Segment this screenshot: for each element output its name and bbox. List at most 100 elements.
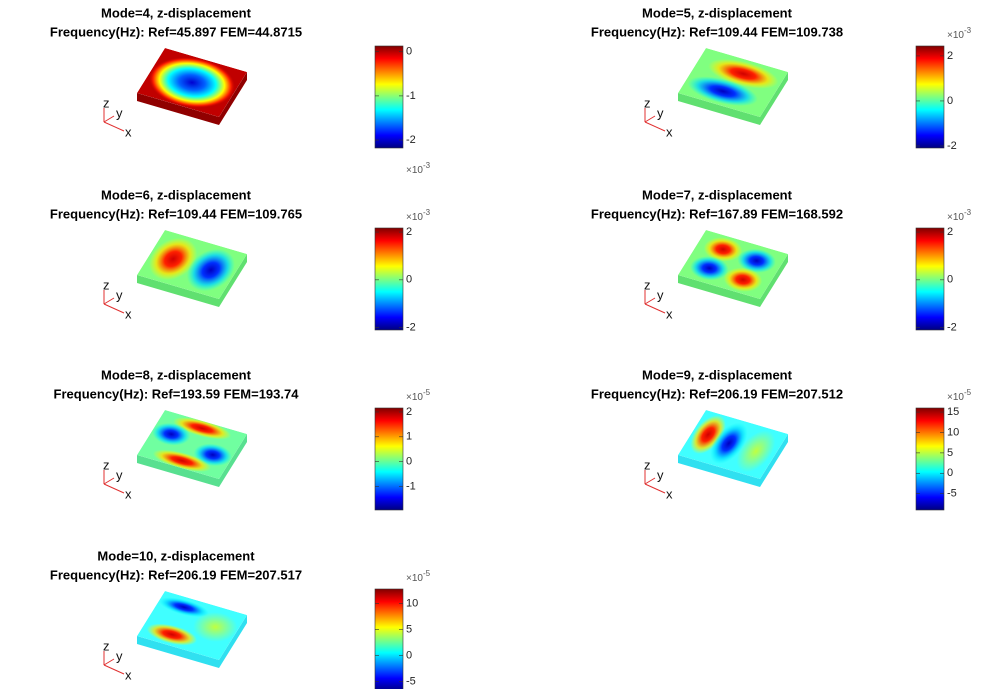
- colorbar-exponent: ×10-5: [947, 388, 972, 403]
- mode-lobe: [152, 449, 211, 472]
- triad-axis: [103, 297, 115, 305]
- axis-label: y: [116, 467, 123, 482]
- plate-side: [137, 455, 219, 487]
- triad-axis: [103, 477, 115, 485]
- colorbar-exponent: ×10-5: [406, 569, 431, 584]
- exponent-base: ×10: [406, 573, 423, 584]
- colorbar-tick-label: -2: [406, 134, 416, 146]
- plate-side: [219, 615, 247, 668]
- plate-side: [137, 636, 219, 668]
- axis-label: z: [103, 457, 110, 472]
- colorbar: [915, 227, 945, 331]
- triad-axis: [103, 658, 115, 666]
- triad-axis: [103, 303, 125, 314]
- subplot-subtitle: Frequency(Hz): Ref=167.89 FEM=168.592: [591, 206, 843, 221]
- subplot: Mode=5, z-displacement Frequency(Hz): Ref…: [591, 5, 972, 151]
- exponent-power: -5: [423, 388, 431, 397]
- plate-side: [678, 455, 760, 487]
- subplot-title: Mode=10, z-displacement: [97, 548, 255, 563]
- exponent-power: -3: [423, 208, 431, 217]
- mode-lobe: [148, 57, 236, 108]
- axis-label: x: [666, 486, 673, 501]
- colorbar-tick-label: 2: [947, 226, 953, 238]
- colorbar-tick-label: -2: [947, 140, 957, 152]
- axis-label: x: [666, 124, 673, 139]
- plate-side: [219, 72, 247, 125]
- exponent-base: ×10: [406, 212, 423, 223]
- colorbar: [374, 45, 404, 149]
- axis-label: z: [644, 95, 651, 110]
- exponent-power: -5: [964, 388, 972, 397]
- axis-label: z: [644, 277, 651, 292]
- colorbar-exponent: ×10-3: [406, 208, 431, 223]
- axis-label: z: [103, 638, 110, 653]
- exponent-base: ×10: [947, 30, 964, 41]
- colorbar-tick-label: 5: [406, 623, 412, 635]
- mode-lobe: [687, 76, 758, 106]
- plate-top: [137, 410, 247, 479]
- subplot-subtitle: Frequency(Hz): Ref=193.59 FEM=193.74: [54, 386, 300, 401]
- colorbar-tick-label: 10: [947, 426, 959, 438]
- mode-lobe: [723, 267, 763, 292]
- exponent-base: ×10: [406, 392, 423, 403]
- subplot-title: Mode=6, z-displacement: [101, 187, 252, 202]
- axis-label: y: [116, 648, 123, 663]
- mode-lobe: [690, 256, 729, 281]
- colorbar-tick-label: -5: [406, 676, 416, 688]
- colorbar-tick-label: -5: [947, 488, 957, 500]
- colorbar-tick-label: 0: [947, 95, 953, 107]
- axis-label: x: [125, 486, 132, 501]
- mode-lobe: [186, 248, 235, 292]
- triad-axis: [103, 483, 125, 494]
- exponent-power: -3: [423, 161, 431, 170]
- colorbar-exponent: ×10-3: [947, 26, 972, 41]
- triad-axis: [644, 121, 666, 132]
- colorbar: [915, 45, 945, 149]
- triad-axis: [644, 477, 656, 485]
- colorbar-tick-label: 0: [406, 274, 412, 286]
- axis-label: x: [666, 306, 673, 321]
- subplot: Mode=8, z-displacement Frequency(Hz): Ref…: [54, 367, 431, 511]
- plate-side: [760, 254, 788, 307]
- mode-lobe: [690, 415, 726, 454]
- plate-side: [678, 93, 760, 125]
- subplot: Mode=4, z-displacement Frequency(Hz): Ref…: [50, 5, 431, 175]
- exponent-power: -5: [423, 569, 431, 578]
- triad-axis: [644, 115, 656, 123]
- triad-axis: [644, 483, 666, 494]
- triad-axis: [644, 303, 666, 314]
- colorbar-tick-label: 0: [406, 46, 412, 58]
- colorbar-tick-label: -2: [406, 322, 416, 334]
- axis-label: y: [657, 467, 664, 482]
- subplot-subtitle: Frequency(Hz): Ref=206.19 FEM=207.512: [591, 386, 843, 401]
- colorbar-exponent: ×10-3: [947, 208, 972, 223]
- axis-label: z: [103, 95, 110, 110]
- plate-side: [760, 434, 788, 487]
- colorbar-tick-label: 1: [406, 431, 412, 443]
- subplot-subtitle: Frequency(Hz): Ref=109.44 FEM=109.765: [50, 206, 302, 221]
- mode-lobe: [159, 597, 209, 618]
- exponent-base: ×10: [406, 165, 423, 176]
- colorbar: [374, 227, 404, 331]
- mode-lobe: [173, 417, 232, 440]
- mode-lobe: [193, 612, 238, 642]
- triad-axis: [644, 297, 656, 305]
- colorbar: [915, 407, 945, 511]
- axis-label: y: [116, 105, 123, 120]
- plate-top: [678, 48, 788, 117]
- axis-label: x: [125, 306, 132, 321]
- plate-top: [137, 48, 247, 117]
- mode-lobe: [149, 237, 198, 281]
- mode-lobe: [703, 237, 743, 262]
- plate-side: [219, 254, 247, 307]
- colorbar-tick-label: 0: [947, 274, 953, 286]
- exponent-base: ×10: [947, 212, 964, 223]
- plate-top: [678, 410, 788, 479]
- colorbar-tick-label: 2: [406, 226, 412, 238]
- colorbar: [374, 588, 404, 689]
- axis-label: y: [657, 105, 664, 120]
- mode-lobe: [146, 623, 197, 646]
- subplot-title: Mode=7, z-displacement: [642, 187, 793, 202]
- axis-label: y: [657, 287, 664, 302]
